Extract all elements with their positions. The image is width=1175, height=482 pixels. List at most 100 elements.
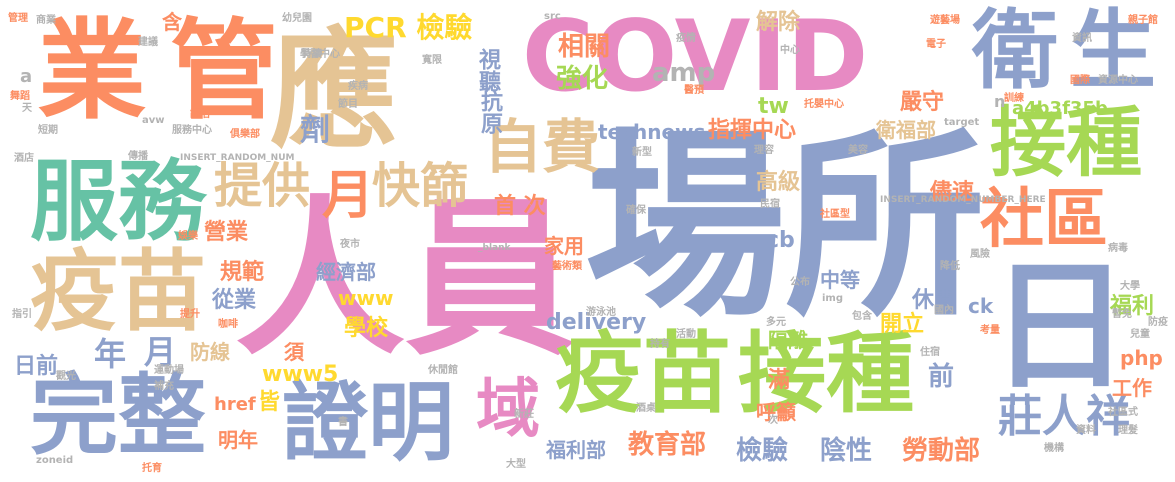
word-qinzi: 親子館 (1128, 15, 1158, 26)
word-shu: 書 (338, 417, 348, 428)
word-tisheng: 提升 (180, 309, 200, 320)
word-zixun: 資訊 (1072, 33, 1092, 44)
word-xiuxian: 休閒 (912, 288, 957, 313)
word-guan: 管 (170, 9, 279, 134)
word-shequ: 社區 (980, 183, 1108, 257)
word-kangyuan: 抗原 (477, 90, 502, 134)
word-xinxing: 新型 (632, 147, 652, 158)
word-ji: 劑 (300, 113, 330, 148)
word-huodong: 活動 (676, 329, 696, 340)
word-pcr: PCR 檢驗 (344, 11, 473, 44)
word-changsuo: 場所 (585, 111, 986, 344)
word-youer: 幼兒園 (282, 13, 312, 24)
word-jigou: 機構 (1044, 443, 1064, 454)
word-jiangdi: 降低 (940, 261, 960, 272)
word-geli: 隔離 (768, 328, 808, 352)
word-target: target (944, 117, 980, 128)
word-zoneid: zoneid (36, 455, 74, 466)
word-laodong: 勞動部 (902, 436, 981, 466)
word-tian: 天 (22, 103, 32, 114)
word-php: php (1120, 346, 1163, 370)
word-chixu: 持續 (302, 49, 322, 60)
word-tigong: 提供 (214, 158, 311, 214)
word-sheng: 生 (1070, 1, 1156, 101)
word-cb: cb (766, 228, 795, 253)
word-shequxing: 社區型 (820, 209, 850, 220)
word-tuoyu: 托育 (142, 463, 162, 474)
word-zhongxin: 中心 (780, 45, 800, 56)
word-nian: 年 (94, 335, 127, 373)
word-queren: 確保 (626, 205, 646, 216)
word-yeshi: 夜市 (340, 239, 360, 250)
word-yue-small: 月 (144, 333, 177, 371)
word-jiuzhuo: 酒桌 (636, 403, 656, 414)
word-yiyu: 醫預 (684, 85, 704, 96)
word-gongbu: 公布 (790, 277, 810, 288)
word-kuaishai: 快篩 (372, 158, 469, 214)
word-shouci: 首 次 (494, 194, 546, 219)
word-shangye: 商業 (36, 15, 56, 26)
word-kafei: 咖啡 (218, 319, 238, 330)
word-jiezhong-mid: 接種 (738, 322, 915, 425)
word-src: src (544, 11, 561, 22)
word-man: 滿 (768, 368, 791, 393)
word-yundong: 運動場 (154, 365, 184, 376)
word-fuwuzhongxin: 服務中心 (172, 125, 212, 136)
word-yishu: 藝術類 (552, 261, 582, 272)
word-wei: 衛 (972, 1, 1058, 101)
word-delivery: delivery (546, 310, 647, 335)
word-ri: 日 (990, 246, 1131, 409)
word-qian: 前 (928, 362, 955, 392)
word-guanhuai: 寬限 (422, 55, 442, 66)
word-fuli: 福利 (1110, 294, 1155, 319)
word-ci: 次 (768, 415, 778, 426)
word-jinsu: 儘速 (930, 180, 975, 205)
word-zanmian: 暫免 (1112, 309, 1132, 320)
word-buchong: 補充 (154, 381, 174, 392)
word-jiezhong-right: 接種 (990, 98, 1142, 187)
word-amp: amp (652, 58, 716, 88)
word-yue-big: 月 (322, 166, 375, 226)
word-n: n (994, 92, 1006, 111)
word-yu: 域 (476, 373, 540, 447)
word-guifan: 規範 (220, 260, 265, 285)
word-xunlian: 訓練 (1004, 93, 1024, 104)
word-shehui: 社區式 (1108, 407, 1138, 418)
word-img: img (822, 293, 844, 304)
word-jiayong: 家用 (544, 234, 584, 258)
word-zhusu: 住宿 (920, 347, 940, 358)
word-han: 含 (162, 10, 182, 34)
word-shiting: 視聽 (475, 48, 500, 92)
word-duoyuan: 多元 (766, 317, 786, 328)
word-ziliao: 資料 (1076, 425, 1096, 436)
word-xuexizhongxin: 學習中心 (300, 49, 340, 60)
word-ying: 應 (270, 17, 399, 166)
word-chuanbo: 傳播 (128, 151, 148, 162)
word-gaoji: 高級 (756, 170, 801, 195)
word-yinxing: 陰性 (820, 436, 873, 466)
word-yule: 娛樂 (178, 231, 198, 242)
word-jiudian: 酒店 (14, 153, 34, 164)
word-tuoying: 托嬰中心 (804, 99, 844, 110)
word-insert2: INSERT_RANDOM_NUM (180, 153, 295, 163)
word-yanshou: 嚴守 (900, 90, 945, 115)
word-ye: 業 (38, 9, 147, 134)
word-hash: a4b3f35b (1012, 98, 1108, 119)
word-weifubu: 衛福部 (876, 118, 936, 142)
word-qianghua: 強化 (556, 64, 609, 94)
word-baohan: 包含 (852, 311, 872, 322)
word-daxue: 大學 (1120, 281, 1140, 292)
word-xinzhuang: 新莊 (514, 409, 534, 420)
word-www: www (338, 286, 394, 310)
word-huyu: 呼籲 (756, 400, 796, 424)
word-daxing: 大型 (506, 459, 526, 470)
word-gongzuo: 工作 (1112, 376, 1152, 400)
word-mingnian: 明年 (218, 428, 258, 452)
word-yizhen: 疫情 (676, 33, 696, 44)
word-lisheng: 理髮 (1118, 425, 1138, 436)
word-jiechu: 解除 (756, 10, 801, 35)
word-xiuxianjia: 休閒館 (428, 365, 458, 376)
word-xu: 須 (284, 340, 304, 364)
word-a: a (20, 66, 33, 87)
